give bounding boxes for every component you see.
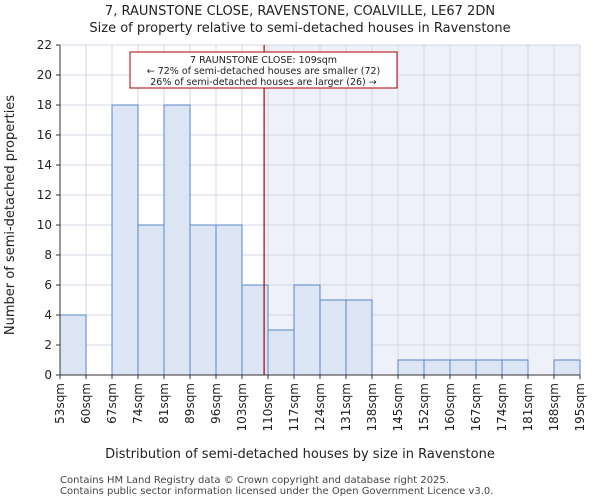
bar-188sqm xyxy=(553,359,581,376)
x-tick-label-96sqm: 96sqm xyxy=(209,383,223,424)
y-axis-label: Number of semi-detached properties xyxy=(3,95,18,335)
bar-145sqm xyxy=(397,359,425,376)
chart-subtitle: Size of property relative to semi-detach… xyxy=(89,21,510,36)
y-tick-label-14: 14 xyxy=(37,158,52,172)
bar-152sqm xyxy=(423,359,451,376)
bar-131sqm xyxy=(345,299,373,376)
bar-117sqm xyxy=(293,284,321,376)
y-tick-label-16: 16 xyxy=(37,128,52,142)
x-tick-label-117sqm: 117sqm xyxy=(287,383,301,431)
bar-124sqm xyxy=(319,299,347,376)
y-tick-label-10: 10 xyxy=(37,218,52,232)
x-tick-label-53sqm: 53sqm xyxy=(53,383,67,424)
x-tick-label-174sqm: 174sqm xyxy=(495,383,509,431)
y-tick-label-0: 0 xyxy=(44,368,52,382)
bar-74sqm xyxy=(137,224,165,376)
chart-title: 7, RAUNSTONE CLOSE, RAVENSTONE, COALVILL… xyxy=(105,4,495,19)
y-tick-label-6: 6 xyxy=(44,278,52,292)
x-tick-label-160sqm: 160sqm xyxy=(443,383,457,431)
x-tick-label-67sqm: 67sqm xyxy=(105,383,119,424)
x-tick-label-138sqm: 138sqm xyxy=(365,383,379,431)
bar-53sqm xyxy=(59,314,87,376)
x-tick-label-181sqm: 181sqm xyxy=(521,383,535,431)
x-tick-label-152sqm: 152sqm xyxy=(417,383,431,431)
y-tick-label-18: 18 xyxy=(37,98,52,112)
x-tick-label-145sqm: 145sqm xyxy=(391,383,405,431)
y-tick-label-20: 20 xyxy=(37,68,52,82)
x-tick-label-167sqm: 167sqm xyxy=(469,383,483,431)
x-tick-label-89sqm: 89sqm xyxy=(183,383,197,424)
y-tick-label-8: 8 xyxy=(44,248,52,262)
bar-110sqm xyxy=(267,329,295,376)
y-tick-label-12: 12 xyxy=(37,188,52,202)
x-tick-label-81sqm: 81sqm xyxy=(157,383,171,424)
x-tick-label-131sqm: 131sqm xyxy=(339,383,353,431)
footer-line-1: Contains HM Land Registry data © Crown c… xyxy=(60,475,449,486)
x-tick-label-74sqm: 74sqm xyxy=(131,383,145,424)
bar-89sqm xyxy=(189,224,217,376)
x-tick-label-124sqm: 124sqm xyxy=(313,383,327,431)
x-tick-label-103sqm: 103sqm xyxy=(235,383,249,431)
bar-67sqm xyxy=(111,104,139,376)
footer-line-2: Contains public sector information licen… xyxy=(60,486,493,497)
bar-160sqm xyxy=(449,359,477,376)
plot-area: 0 2 4 6 8 10 12 14 16 18 20 22 53sqm 60sqm 67sqm 74sqm 8… xyxy=(37,38,587,431)
x-tick-label-188sqm: 188sqm xyxy=(547,383,561,431)
annotation-line-3: 26% of semi-detached houses are larger (… xyxy=(150,77,377,88)
bar-174sqm xyxy=(501,359,529,376)
bar-96sqm xyxy=(215,224,243,376)
annotation-line-2: ← 72% of semi-detached houses are smalle… xyxy=(147,66,381,77)
annotation-line-1: 7 RAUNSTONE CLOSE: 109sqm xyxy=(190,55,337,66)
annotation-box xyxy=(129,51,398,89)
y-tick-label-22: 22 xyxy=(37,38,52,52)
bar-167sqm xyxy=(475,359,503,376)
x-tick-label-60sqm: 60sqm xyxy=(79,383,93,424)
x-tick-label-110sqm: 110sqm xyxy=(261,383,275,431)
y-tick-label-4: 4 xyxy=(44,308,52,322)
bar-81sqm xyxy=(163,104,191,376)
x-axis-label: Distribution of semi-detached houses by … xyxy=(105,447,495,462)
x-tick-label-195sqm: 195sqm xyxy=(573,383,587,431)
y-tick-label-2: 2 xyxy=(44,338,52,352)
